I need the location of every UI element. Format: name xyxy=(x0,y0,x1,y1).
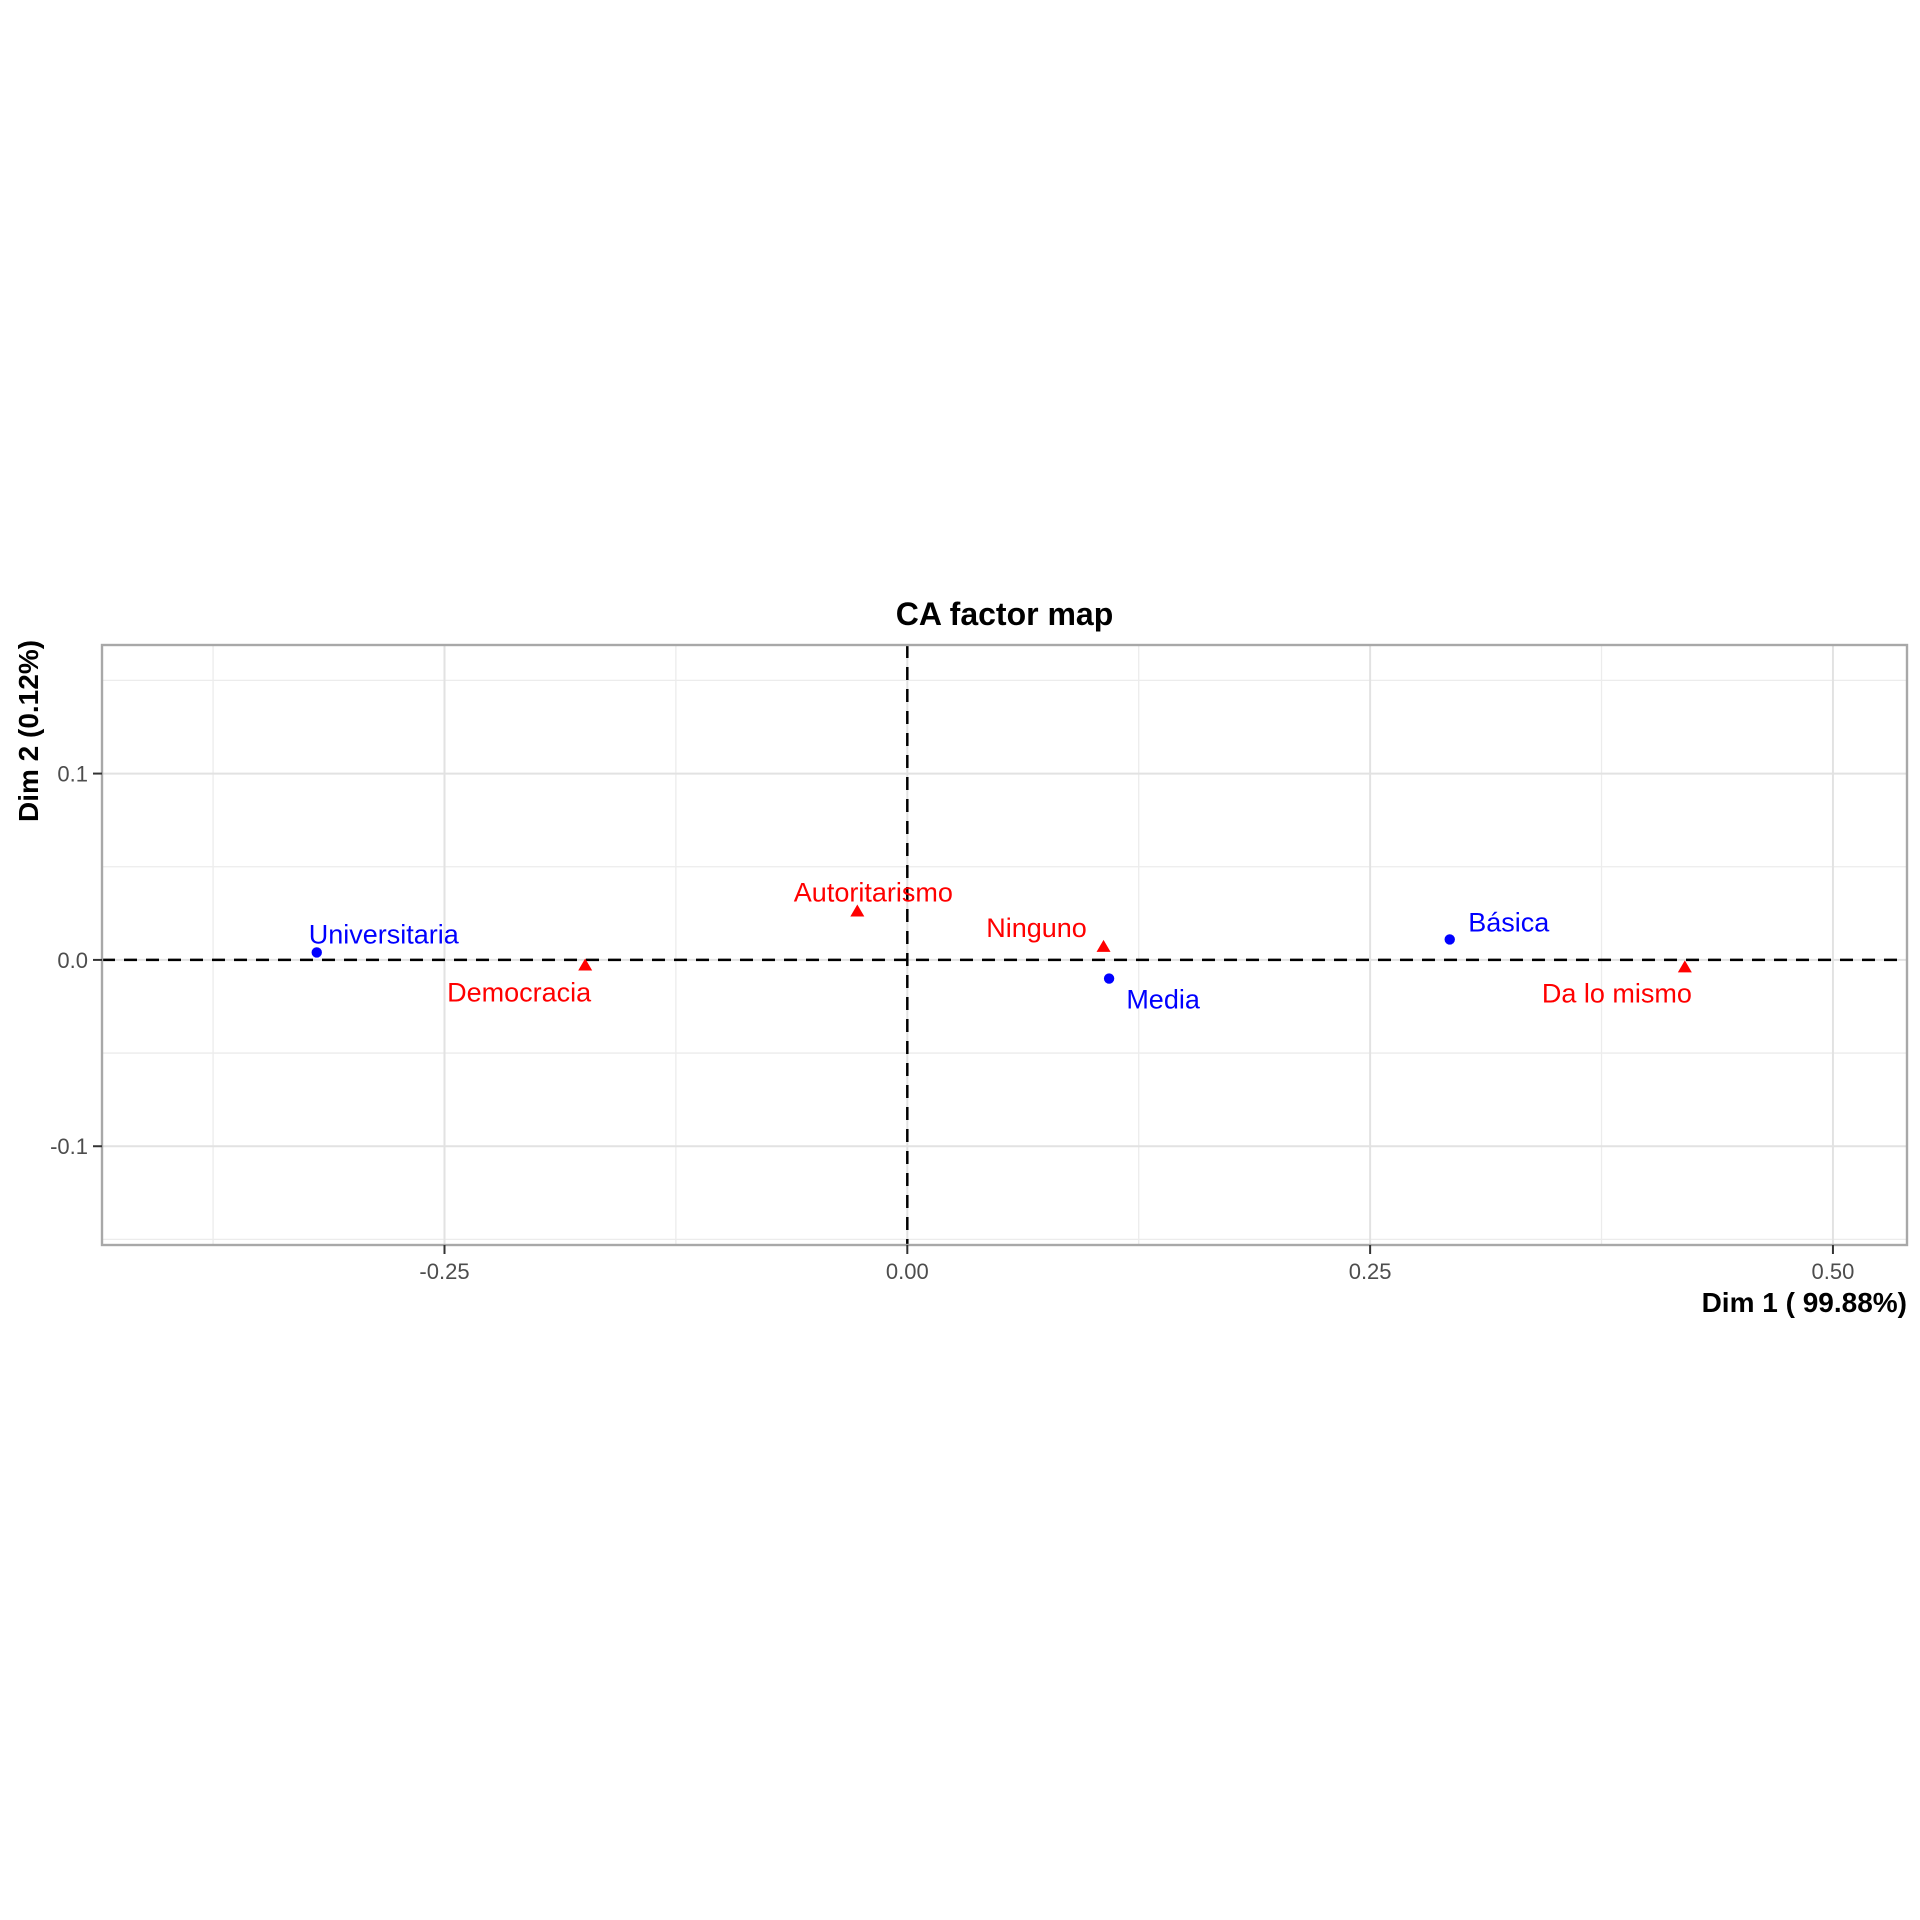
x-tick-label: 0.25 xyxy=(1349,1259,1392,1284)
panel-border xyxy=(100,643,1909,1247)
point-label-universitaria: Universitaria xyxy=(309,919,460,949)
plot-panel xyxy=(102,645,1907,1245)
point-ninguno xyxy=(1096,939,1111,952)
y-tick-label: 0.0 xyxy=(57,948,88,973)
x-tick-label: -0.25 xyxy=(419,1259,469,1284)
point-label-media: Media xyxy=(1126,985,1201,1015)
point-label-democracia: Democracia xyxy=(447,977,592,1007)
point-da-lo-mismo xyxy=(1677,960,1692,973)
chart-title: CA factor map xyxy=(896,596,1114,632)
point-label-da-lo-mismo: Da lo mismo xyxy=(1542,978,1692,1008)
x-tick-label: 0.00 xyxy=(886,1259,929,1284)
point-democracia xyxy=(578,958,593,971)
point-media xyxy=(1103,973,1115,984)
y-axis-title: Dim 2 (0.12%) xyxy=(13,640,44,822)
point-universitaria xyxy=(311,947,322,958)
x-tick-label: 0.50 xyxy=(1812,1259,1855,1284)
x-axis-title: Dim 1 ( 99.88%) xyxy=(1702,1287,1907,1318)
point-label-autoritarismo: Autoritarismo xyxy=(794,877,953,907)
point-autoritarismo xyxy=(850,904,865,917)
point-basica xyxy=(1444,934,1455,945)
y-tick-label: 0.1 xyxy=(57,762,88,787)
point-label-basica: Básica xyxy=(1468,907,1550,937)
y-tick-label: -0.1 xyxy=(50,1134,88,1159)
point-label-ninguno: Ninguno xyxy=(986,913,1087,943)
